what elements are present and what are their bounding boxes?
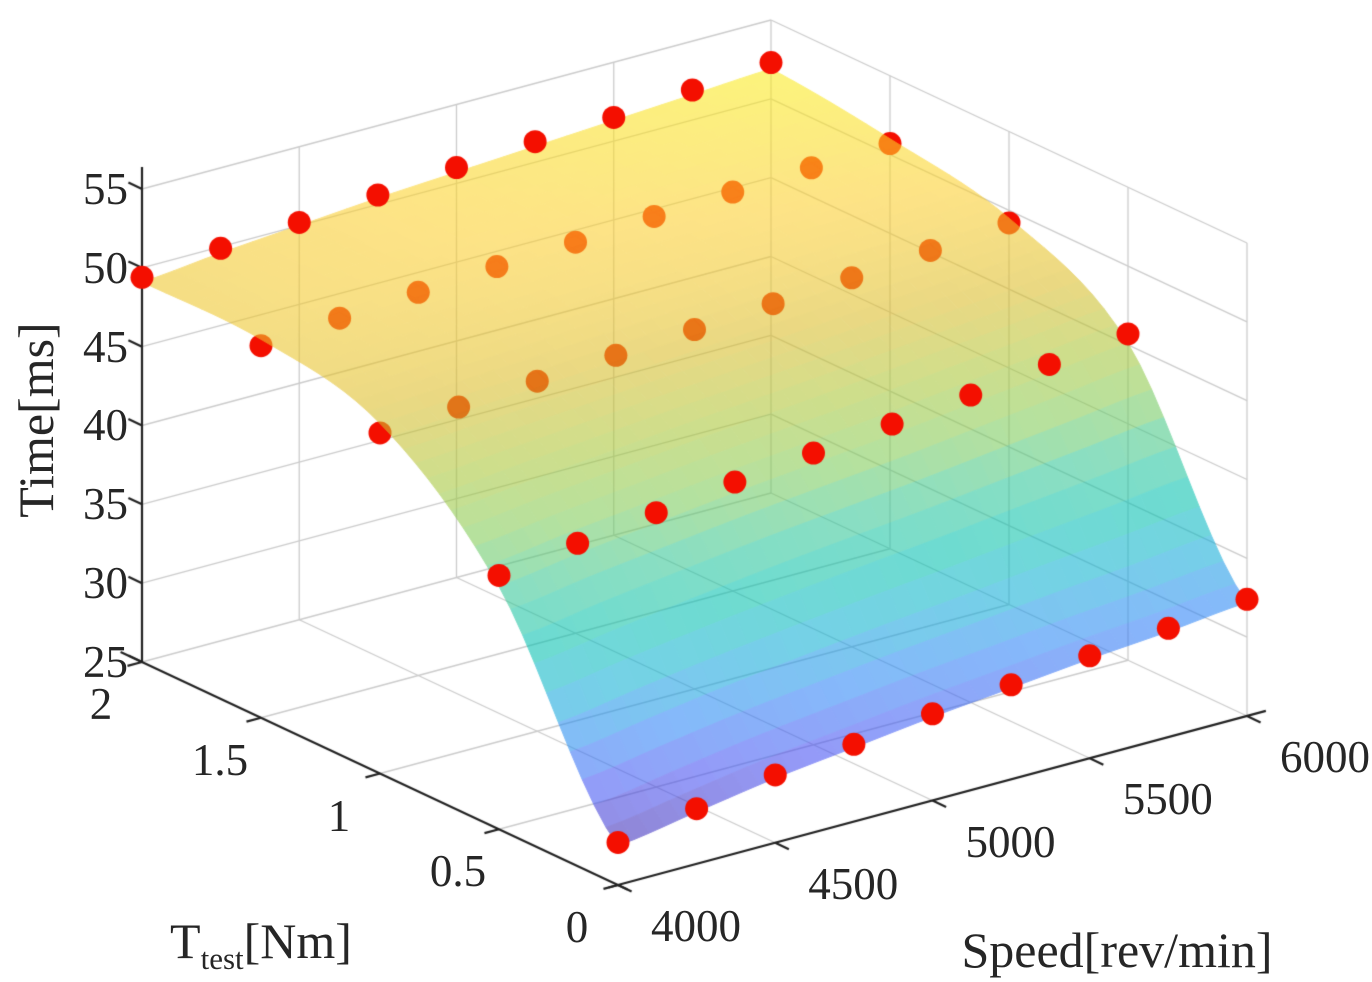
- y-tick-label: 1.5: [191, 734, 249, 785]
- y-tick-label: 0: [565, 902, 589, 952]
- y-tick-label: 2: [89, 679, 113, 729]
- y-tick-label: 0.5: [429, 846, 487, 897]
- x-tick-label: 5000: [965, 816, 1056, 867]
- z-tick-label: 40: [83, 400, 128, 451]
- z-tick-label: 55: [83, 163, 128, 214]
- y-axis-label-main: T: [170, 913, 201, 969]
- y-axis-label-subscript: test: [200, 941, 244, 976]
- y-axis-label-units: [Nm]: [243, 913, 352, 969]
- x-tick-label: 4500: [808, 858, 899, 909]
- y-tick-label: 1: [327, 790, 351, 841]
- z-tick-label: 45: [83, 321, 128, 372]
- z-tick-label: 30: [83, 558, 128, 609]
- z-axis-label: Time[ms]: [8, 322, 64, 518]
- x-tick-label: 4000: [651, 901, 741, 951]
- z-tick-label: 35: [83, 479, 128, 530]
- x-axis-label: Speed[rev/min]: [961, 922, 1273, 978]
- z-tick-label: 25: [83, 637, 128, 687]
- x-tick-label: 6000: [1280, 732, 1370, 782]
- y-axis-label: Ttest[Nm]: [170, 912, 352, 976]
- z-tick-label: 50: [83, 242, 128, 293]
- x-tick-label: 5500: [1122, 774, 1213, 825]
